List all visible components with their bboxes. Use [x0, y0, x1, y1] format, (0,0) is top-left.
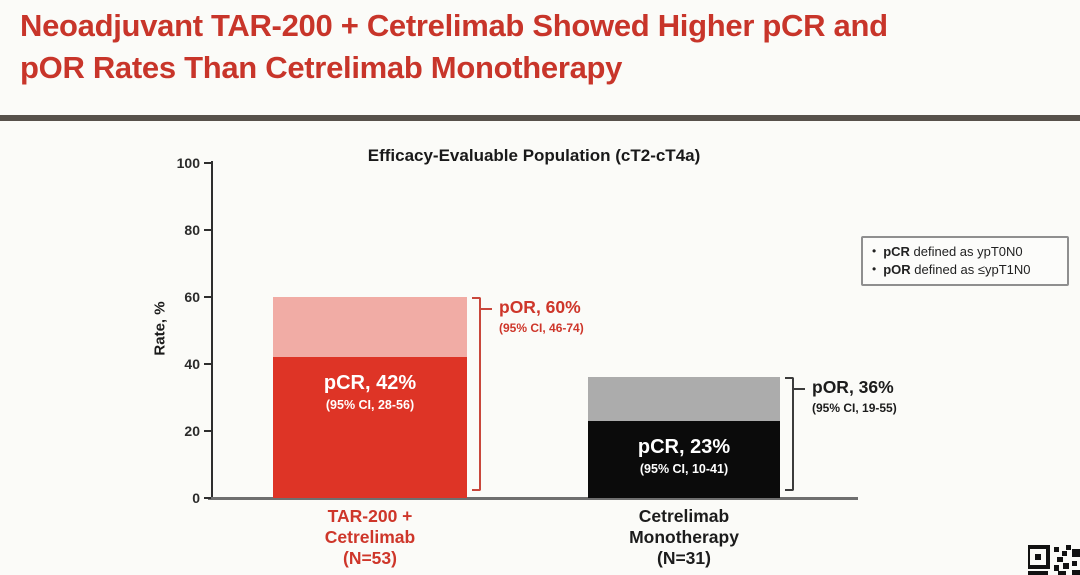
- y-tick-label: 60: [184, 289, 200, 305]
- bar-0-por-segment: [273, 297, 467, 357]
- bar-0-category-line-3: (N=53): [343, 548, 397, 568]
- bar-1-pcr-ci: (95% CI, 10-41): [639, 462, 729, 476]
- title-divider: [0, 115, 1080, 121]
- bar-0-category-label: TAR-200 + Cetrelimab (N=53): [233, 506, 507, 569]
- bar-0-category-line-2: Cetrelimab: [324, 527, 416, 547]
- y-tick-mark: [204, 497, 211, 499]
- bar-1-pcr-segment: pCR, 23% (95% CI, 10-41): [588, 421, 780, 498]
- bar-1-bracket-tick: [794, 388, 805, 390]
- bar-0-por-ci: (95% CI, 46-74): [499, 321, 584, 335]
- bar-0-bracket: [472, 297, 481, 491]
- bar-0-category-line-1: TAR-200 +: [327, 506, 413, 526]
- bar-1-por-ci: (95% CI, 19-55): [812, 401, 897, 415]
- y-tick-mark: [204, 229, 211, 231]
- bar-0-bracket-tick: [481, 308, 492, 310]
- bar-0-por-label: pOR, 60%: [499, 297, 581, 317]
- bar-1-category-line-2: Monotherapy: [629, 527, 739, 547]
- y-tick-label: 80: [184, 222, 200, 238]
- y-tick-label: 100: [176, 155, 200, 171]
- slide-title-line-1: Neoadjuvant TAR-200 + Cetrelimab Showed …: [20, 8, 888, 43]
- slide-title: Neoadjuvant TAR-200 + Cetrelimab Showed …: [20, 5, 1060, 89]
- bullet-icon: •: [872, 261, 877, 276]
- y-tick-mark: [204, 296, 211, 298]
- bar-1-category-label: Cetrelimab Monotherapy (N=31): [548, 506, 820, 569]
- bar-1-por-segment: [588, 377, 780, 421]
- y-tick-label: 20: [184, 423, 200, 439]
- bar-0-pcr-segment: pCR, 42% (95% CI, 28-56): [273, 357, 467, 498]
- y-axis-line: [211, 161, 213, 499]
- y-tick-label: 40: [184, 356, 200, 372]
- slide-title-line-2: pOR Rates Than Cetrelimab Monotherapy: [20, 50, 623, 85]
- qr-code: [1028, 545, 1080, 575]
- bar-0-pcr-label: pCR, 42%: [323, 372, 417, 394]
- bullet-icon: •: [872, 244, 877, 258]
- definition-item-por: • pOR defined as ≤ypT1N0: [872, 261, 1059, 279]
- chart-title: Efficacy-Evaluable Population (cT2-cT4a): [367, 146, 701, 165]
- y-tick-label: 0: [192, 490, 200, 506]
- y-tick-mark: [204, 162, 211, 164]
- definition-text: pCR defined as ypT0N0: [883, 244, 1023, 259]
- bar-1-por-label: pOR, 36%: [812, 377, 894, 397]
- y-tick-mark: [204, 363, 211, 365]
- definitions-box: • pCR defined as ypT0N0 • pOR defined as…: [861, 236, 1069, 286]
- definition-item-pcr: • pCR defined as ypT0N0: [872, 243, 1059, 261]
- bar-1-bracket: [785, 377, 794, 491]
- bar-0-pcr-ci: (95% CI, 28-56): [325, 398, 415, 412]
- bar-1-category-line-1: Cetrelimab: [638, 506, 730, 526]
- bar-0-por-text: pOR, 60% (95% CI, 46-74): [499, 297, 584, 335]
- bar-1-por-text: pOR, 36% (95% CI, 19-55): [812, 377, 897, 415]
- x-axis-line: [208, 497, 858, 500]
- bar-1-category-line-3: (N=31): [657, 548, 711, 568]
- bar-1-pcr-label: pCR, 23%: [637, 436, 731, 458]
- definition-text: pOR defined as ≤ypT1N0: [883, 261, 1031, 277]
- y-tick-mark: [204, 430, 211, 432]
